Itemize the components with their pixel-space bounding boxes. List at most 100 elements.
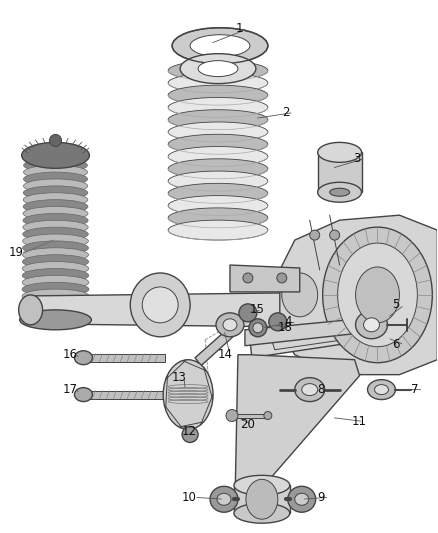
- Polygon shape: [234, 486, 290, 513]
- Ellipse shape: [163, 360, 213, 430]
- Ellipse shape: [367, 379, 396, 400]
- Polygon shape: [235, 355, 360, 504]
- Text: 4: 4: [285, 316, 292, 328]
- Ellipse shape: [190, 35, 250, 56]
- Ellipse shape: [249, 319, 267, 337]
- Text: 3: 3: [353, 152, 361, 165]
- Ellipse shape: [19, 295, 42, 325]
- Ellipse shape: [243, 273, 253, 283]
- Ellipse shape: [364, 318, 379, 332]
- Text: 14: 14: [218, 348, 233, 361]
- Ellipse shape: [277, 273, 287, 283]
- Ellipse shape: [142, 287, 178, 323]
- Ellipse shape: [318, 142, 361, 163]
- Text: 7: 7: [411, 383, 419, 396]
- Ellipse shape: [168, 122, 268, 142]
- Ellipse shape: [269, 313, 287, 331]
- Text: 18: 18: [278, 321, 293, 334]
- Ellipse shape: [223, 319, 237, 331]
- Text: 9: 9: [318, 491, 325, 504]
- Ellipse shape: [22, 262, 89, 276]
- Polygon shape: [250, 325, 371, 358]
- Ellipse shape: [22, 276, 89, 289]
- Text: 13: 13: [172, 371, 187, 384]
- Ellipse shape: [168, 110, 268, 130]
- Polygon shape: [85, 354, 165, 362]
- Ellipse shape: [198, 61, 238, 77]
- Ellipse shape: [74, 387, 92, 401]
- Text: 11: 11: [352, 415, 367, 428]
- Ellipse shape: [168, 85, 268, 105]
- Ellipse shape: [356, 267, 399, 323]
- Ellipse shape: [168, 98, 268, 117]
- Ellipse shape: [302, 384, 318, 395]
- Ellipse shape: [23, 227, 88, 241]
- Ellipse shape: [168, 196, 268, 215]
- Ellipse shape: [216, 313, 244, 337]
- Text: 20: 20: [240, 418, 255, 431]
- Ellipse shape: [323, 227, 432, 362]
- Ellipse shape: [22, 255, 88, 269]
- Ellipse shape: [374, 385, 389, 394]
- Ellipse shape: [310, 230, 320, 240]
- Ellipse shape: [318, 182, 361, 202]
- Ellipse shape: [23, 193, 88, 207]
- Polygon shape: [31, 292, 370, 328]
- Text: 5: 5: [392, 298, 400, 311]
- Ellipse shape: [180, 54, 256, 84]
- Ellipse shape: [234, 475, 290, 495]
- Ellipse shape: [23, 200, 88, 214]
- Ellipse shape: [217, 493, 231, 505]
- Ellipse shape: [22, 303, 89, 317]
- Ellipse shape: [168, 147, 268, 166]
- Ellipse shape: [168, 208, 268, 228]
- Ellipse shape: [130, 273, 190, 337]
- Ellipse shape: [23, 241, 88, 255]
- Ellipse shape: [168, 61, 268, 80]
- Ellipse shape: [210, 486, 238, 512]
- Text: 1: 1: [236, 22, 244, 35]
- Ellipse shape: [168, 220, 268, 240]
- Ellipse shape: [23, 213, 88, 228]
- Ellipse shape: [74, 351, 92, 365]
- Polygon shape: [245, 318, 371, 346]
- Ellipse shape: [23, 179, 88, 193]
- Ellipse shape: [234, 503, 290, 523]
- Ellipse shape: [22, 296, 89, 310]
- Ellipse shape: [282, 273, 318, 317]
- Ellipse shape: [295, 493, 309, 505]
- Ellipse shape: [288, 486, 316, 512]
- Polygon shape: [235, 414, 265, 417]
- Ellipse shape: [330, 230, 339, 240]
- Polygon shape: [318, 152, 361, 192]
- Ellipse shape: [23, 186, 88, 200]
- Ellipse shape: [338, 243, 417, 347]
- Ellipse shape: [168, 159, 268, 179]
- Ellipse shape: [49, 134, 61, 147]
- Text: 17: 17: [63, 383, 78, 396]
- Text: 6: 6: [392, 338, 400, 351]
- Ellipse shape: [24, 165, 88, 179]
- Ellipse shape: [21, 142, 89, 168]
- Polygon shape: [280, 215, 437, 375]
- Polygon shape: [270, 320, 378, 350]
- Text: 15: 15: [250, 303, 265, 317]
- Polygon shape: [85, 391, 165, 399]
- Ellipse shape: [168, 134, 268, 154]
- Ellipse shape: [253, 323, 263, 333]
- Ellipse shape: [226, 409, 238, 422]
- Text: 12: 12: [182, 425, 197, 438]
- Ellipse shape: [24, 172, 88, 186]
- Ellipse shape: [246, 479, 278, 519]
- Ellipse shape: [22, 269, 89, 282]
- Ellipse shape: [168, 171, 268, 191]
- Text: 8: 8: [318, 383, 325, 396]
- Ellipse shape: [168, 73, 268, 93]
- Ellipse shape: [264, 411, 272, 419]
- Ellipse shape: [22, 289, 89, 303]
- Ellipse shape: [22, 248, 88, 262]
- Text: 16: 16: [63, 348, 78, 361]
- Ellipse shape: [356, 311, 388, 339]
- Polygon shape: [195, 320, 244, 366]
- Polygon shape: [230, 265, 300, 292]
